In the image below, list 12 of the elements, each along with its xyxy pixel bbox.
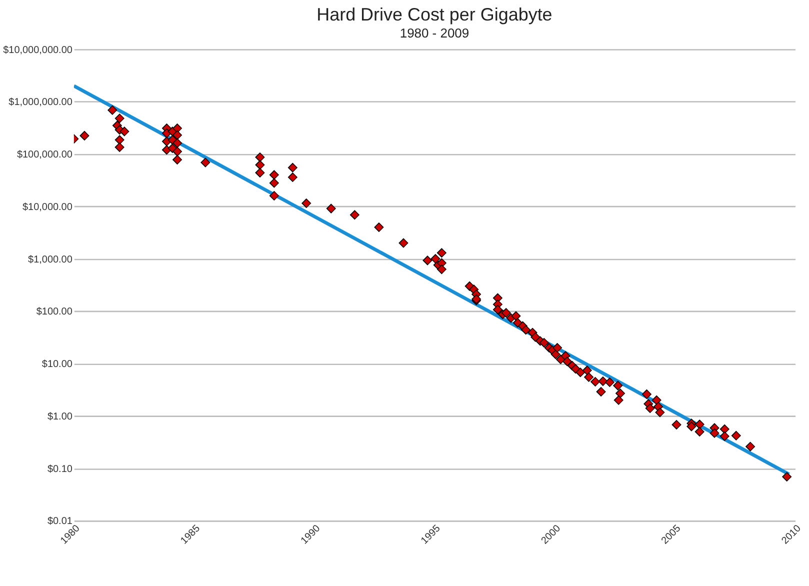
y-tick-label: $10,000,000.00	[3, 44, 73, 56]
y-tick-label: $1,000,000.00	[8, 97, 73, 108]
y-tick-label: $0.10	[47, 464, 73, 475]
y-tick-label: $100.00	[36, 306, 73, 318]
chart-subtitle: 1980 - 2009	[400, 25, 470, 40]
y-tick-label: $100,000.00	[16, 150, 73, 161]
y-tick-label: $1,000.00	[28, 254, 73, 266]
y-tick-label: $10,000.00	[22, 202, 73, 213]
chart-title: Hard Drive Cost per Gigabyte	[316, 4, 552, 24]
y-tick-label: $1.00	[47, 411, 73, 422]
y-tick-label: $0.01	[47, 516, 73, 528]
y-tick-label: $10.00	[42, 359, 73, 370]
